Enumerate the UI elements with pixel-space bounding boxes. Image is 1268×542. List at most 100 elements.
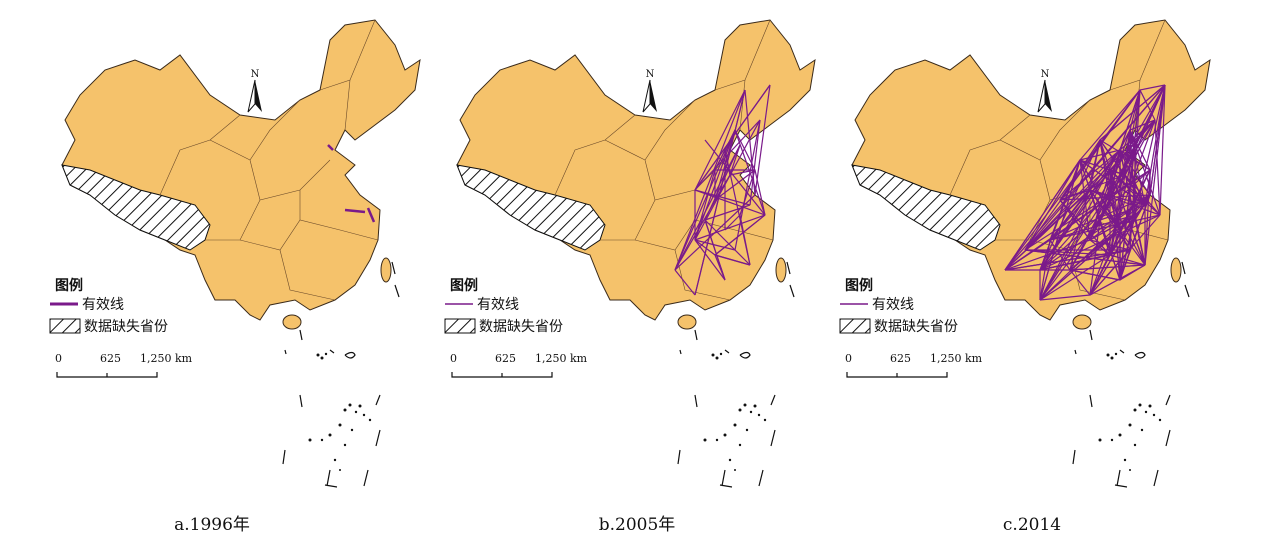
scale-tick-label: 625: [495, 352, 516, 365]
effective-line: [1024, 159, 1081, 251]
china-map: [456, 19, 816, 488]
effective-line: [1089, 119, 1156, 296]
effective-line: [1089, 189, 1146, 206]
scale-bar: [56, 372, 158, 378]
effective-line: [1154, 119, 1161, 216]
north-label: N: [646, 69, 655, 80]
effective-line: [694, 239, 716, 256]
effective-line: [1059, 189, 1091, 201]
scale-bar: [451, 372, 553, 378]
north-arrow-half: [1037, 79, 1046, 113]
effective-line: [714, 169, 756, 201]
north-arrow-half: [642, 79, 651, 113]
legend-effective-line-label: 有效线: [477, 297, 519, 313]
effective-line: [694, 169, 716, 241]
scale-tick-label: 1,250 km: [140, 352, 193, 365]
scale-tick-label: 0: [450, 352, 457, 365]
legend-missing-label: 数据缺失省份: [84, 319, 168, 335]
effective-line: [1059, 149, 1121, 201]
effective-line: [1039, 294, 1091, 301]
legend-hatch-swatch: [49, 318, 81, 334]
effective-line: [694, 189, 766, 216]
legend-hatch-swatch: [444, 318, 476, 334]
effective-line: [1119, 149, 1126, 176]
legend-title: 图例: [845, 277, 873, 294]
effective-line: [1069, 269, 1091, 296]
legend-effective-line-label: 有效线: [82, 297, 124, 313]
effective-line: [1039, 159, 1081, 301]
effective-line: [1109, 149, 1121, 201]
effective-line: [1024, 84, 1166, 251]
scale-tick-label: 0: [55, 352, 62, 365]
panel-caption: b.2005年: [599, 515, 676, 535]
effective-line: [1079, 159, 1091, 191]
effective-line: [1089, 214, 1161, 296]
effective-line: [674, 89, 746, 271]
north-label: N: [251, 69, 260, 80]
effective-line: [1024, 189, 1091, 251]
effective-line: [1099, 139, 1111, 171]
effective-line: [704, 219, 751, 266]
effective-line: [724, 214, 741, 231]
legend-hatch-swatch: [839, 318, 871, 334]
effective-line: [366, 207, 376, 223]
effective-line: [1144, 84, 1166, 266]
north-arrow-half: [650, 80, 657, 112]
effective-line: [714, 254, 726, 281]
effective-line: [1089, 169, 1111, 191]
effective-line: [694, 239, 736, 251]
effective-line: [674, 129, 736, 271]
effective-line: [704, 139, 766, 216]
effective-line: [1119, 264, 1146, 281]
effective-line: [694, 239, 726, 281]
effective-line: [1124, 129, 1131, 176]
effective-line: [1039, 169, 1111, 271]
effective-line: [1049, 239, 1071, 271]
north-arrow-half: [255, 80, 262, 112]
effective-line: [1109, 169, 1121, 281]
effective-line: [1124, 174, 1161, 216]
effective-line: [1049, 119, 1156, 241]
panel-caption: c.2014: [1003, 515, 1061, 535]
effective-line: [1109, 169, 1146, 206]
effective-line: [1089, 194, 1151, 296]
effective-lines: [327, 144, 376, 223]
effective-line: [1089, 219, 1101, 296]
north-label: N: [1041, 69, 1050, 80]
effective-line: [1024, 89, 1141, 251]
scale-bar: [846, 372, 948, 378]
effective-line: [694, 189, 751, 206]
effective-line: [1089, 189, 1121, 231]
scale-tick-label: 1,250 km: [535, 352, 588, 365]
effective-line: [694, 129, 736, 241]
scale-tick-label: 0: [845, 352, 852, 365]
effective-line: [1129, 129, 1136, 216]
legend-title: 图例: [55, 277, 83, 294]
effective-line: [344, 208, 366, 214]
china-map: [61, 19, 421, 488]
effective-line: [1144, 84, 1166, 206]
effective-line: [1039, 84, 1166, 301]
effective-lines: [1004, 84, 1166, 301]
effective-line: [694, 214, 766, 241]
effective-line: [754, 169, 766, 216]
effective-line: [714, 254, 751, 266]
effective-line: [704, 219, 726, 281]
effective-line: [1079, 149, 1121, 161]
effective-line: [724, 149, 731, 176]
effective-line: [1039, 194, 1151, 301]
effective-line: [749, 119, 761, 206]
effective-line: [1129, 129, 1161, 216]
legend-missing-label: 数据缺失省份: [479, 319, 563, 335]
effective-line: [674, 144, 741, 271]
north-arrow-icon: [1037, 79, 1052, 113]
effective-line: [1099, 139, 1126, 176]
effective-line: [1004, 159, 1081, 271]
effective-line: [704, 204, 751, 221]
effective-line: [1109, 174, 1126, 256]
effective-line: [1159, 84, 1166, 216]
effective-line: [1089, 239, 1111, 256]
